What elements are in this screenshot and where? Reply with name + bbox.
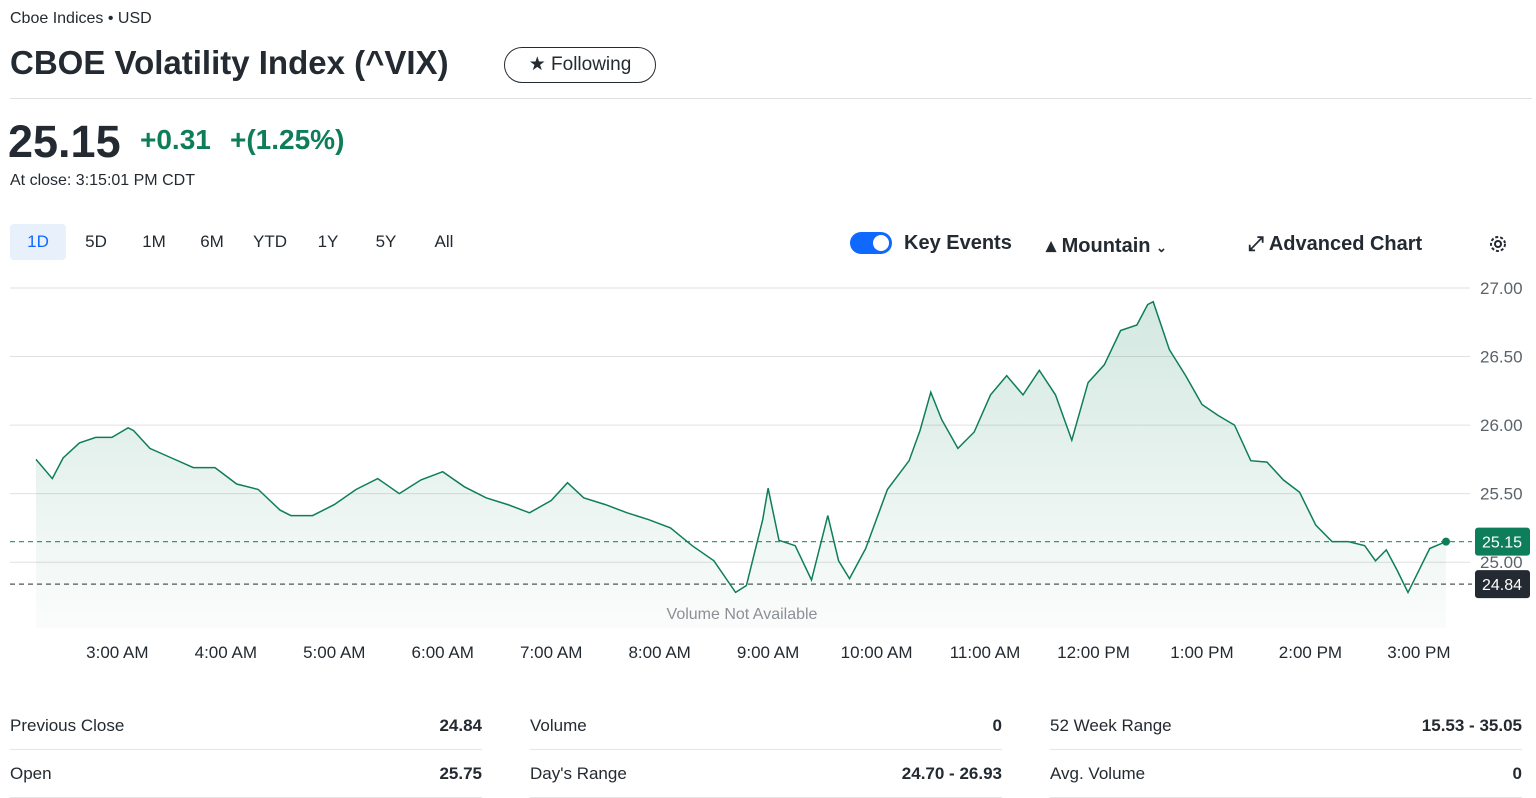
stat-row: 52 Week Range 15.53 - 35.05 — [1050, 702, 1522, 750]
stat-label: Volume — [530, 716, 587, 735]
annotation: Volume Not Available — [667, 606, 818, 623]
range-tab[interactable]: 1Y — [317, 232, 339, 251]
x-tick-label: 2:00 PM — [1279, 643, 1342, 662]
stat-value: 0 — [1512, 764, 1522, 783]
x-tick-label: 10:00 AM — [841, 643, 913, 662]
change-pct: +(1.25%) — [230, 124, 345, 155]
x-tick-label: 7:00 AM — [520, 643, 582, 662]
y-tick-label: 26.00 — [1480, 416, 1523, 435]
x-tick-label: 1:00 PM — [1170, 643, 1233, 662]
price-line — [35, 300, 1447, 595]
stat-label: 52 Week Range — [1050, 716, 1172, 735]
exchange: Cboe Indices • USD — [10, 10, 152, 27]
advanced-chart-label: Advanced Chart — [1268, 233, 1423, 255]
stat-label: Previous Close — [10, 716, 125, 735]
advanced-chart[interactable]: ⤢ Advanced Chart — [1248, 233, 1423, 255]
y-tick-label: 26.50 — [1480, 348, 1523, 367]
stat-label: Day's Range — [530, 764, 627, 783]
range-tab[interactable]: 5D — [85, 232, 107, 251]
range-tab[interactable]: YTD — [253, 232, 287, 251]
chart-type-menu[interactable]: ▴ Mountain ⌄ — [1046, 235, 1167, 257]
stat-label: Avg. Volume — [1050, 764, 1146, 783]
stat-row: Volume 0 — [530, 702, 1002, 750]
stat-value: 25.75 — [439, 764, 482, 783]
previous-close-label: 24.84 — [1482, 577, 1522, 594]
current-price-badge — [1475, 527, 1530, 556]
x-tick-label: 5:00 AM — [303, 643, 365, 662]
y-tick-label: 25.00 — [1480, 553, 1523, 572]
follow-label: Following — [551, 54, 632, 75]
price: 25.15 — [8, 116, 121, 167]
x-tick-label: 9:00 AM — [737, 643, 799, 662]
range-tabs: 1D 5D 1M 6M YTD 1Y 5Y All — [10, 224, 474, 260]
change: +0.31 — [140, 124, 211, 155]
area — [36, 301, 1446, 628]
follow-button[interactable]: ★ Following — [504, 47, 656, 83]
previous-close-badge — [1475, 570, 1530, 599]
settings-icon[interactable] — [1488, 234, 1508, 254]
range-tab[interactable]: 1M — [142, 232, 166, 251]
stat-value: 24.84 — [439, 716, 482, 735]
x-tick-label: 4:00 AM — [195, 643, 257, 662]
stat-value: 24.70 - 26.93 — [901, 764, 1002, 783]
x-tick-label: 3:00 AM — [86, 643, 148, 662]
y-tick-label: 27.00 — [1480, 279, 1523, 298]
stat-label: Open — [10, 764, 52, 783]
close-time: At close: 3:15:01 PM CDT — [10, 172, 195, 189]
divider — [10, 98, 1532, 99]
range-tab[interactable]: 5Y — [375, 232, 397, 251]
stat-row: Previous Close 24.84 — [10, 702, 482, 750]
current-price-label: 25.15 — [1482, 535, 1522, 552]
chart-type-label: Mountain — [1061, 235, 1151, 257]
range-tab[interactable]: All — [434, 232, 454, 251]
last-point — [1442, 537, 1450, 546]
key-events-label: Key Events — [904, 232, 1012, 254]
key-events-toggle[interactable] — [850, 232, 892, 254]
title: CBOE Volatility Index (^VIX) — [10, 44, 449, 81]
range-tab[interactable]: 6M — [200, 232, 224, 251]
x-tick-label: 12:00 PM — [1057, 643, 1130, 662]
range-tab[interactable]: 1D — [10, 224, 66, 260]
stat-value: 15.53 - 35.05 — [1421, 716, 1522, 735]
y-tick-label: 25.50 — [1480, 485, 1523, 504]
x-tick-label: 11:00 AM — [950, 643, 1021, 662]
x-tick-label: 8:00 AM — [628, 643, 690, 662]
chart: 25.00 25.50 26.00 26.50 27.00 3:00 AM 4:00 AM 5… — [10, 279, 1530, 662]
x-tick-label: 3:00 PM — [1387, 643, 1450, 662]
x-tick-label: 6:00 AM — [412, 643, 474, 662]
stat-value: 0 — [992, 716, 1002, 735]
